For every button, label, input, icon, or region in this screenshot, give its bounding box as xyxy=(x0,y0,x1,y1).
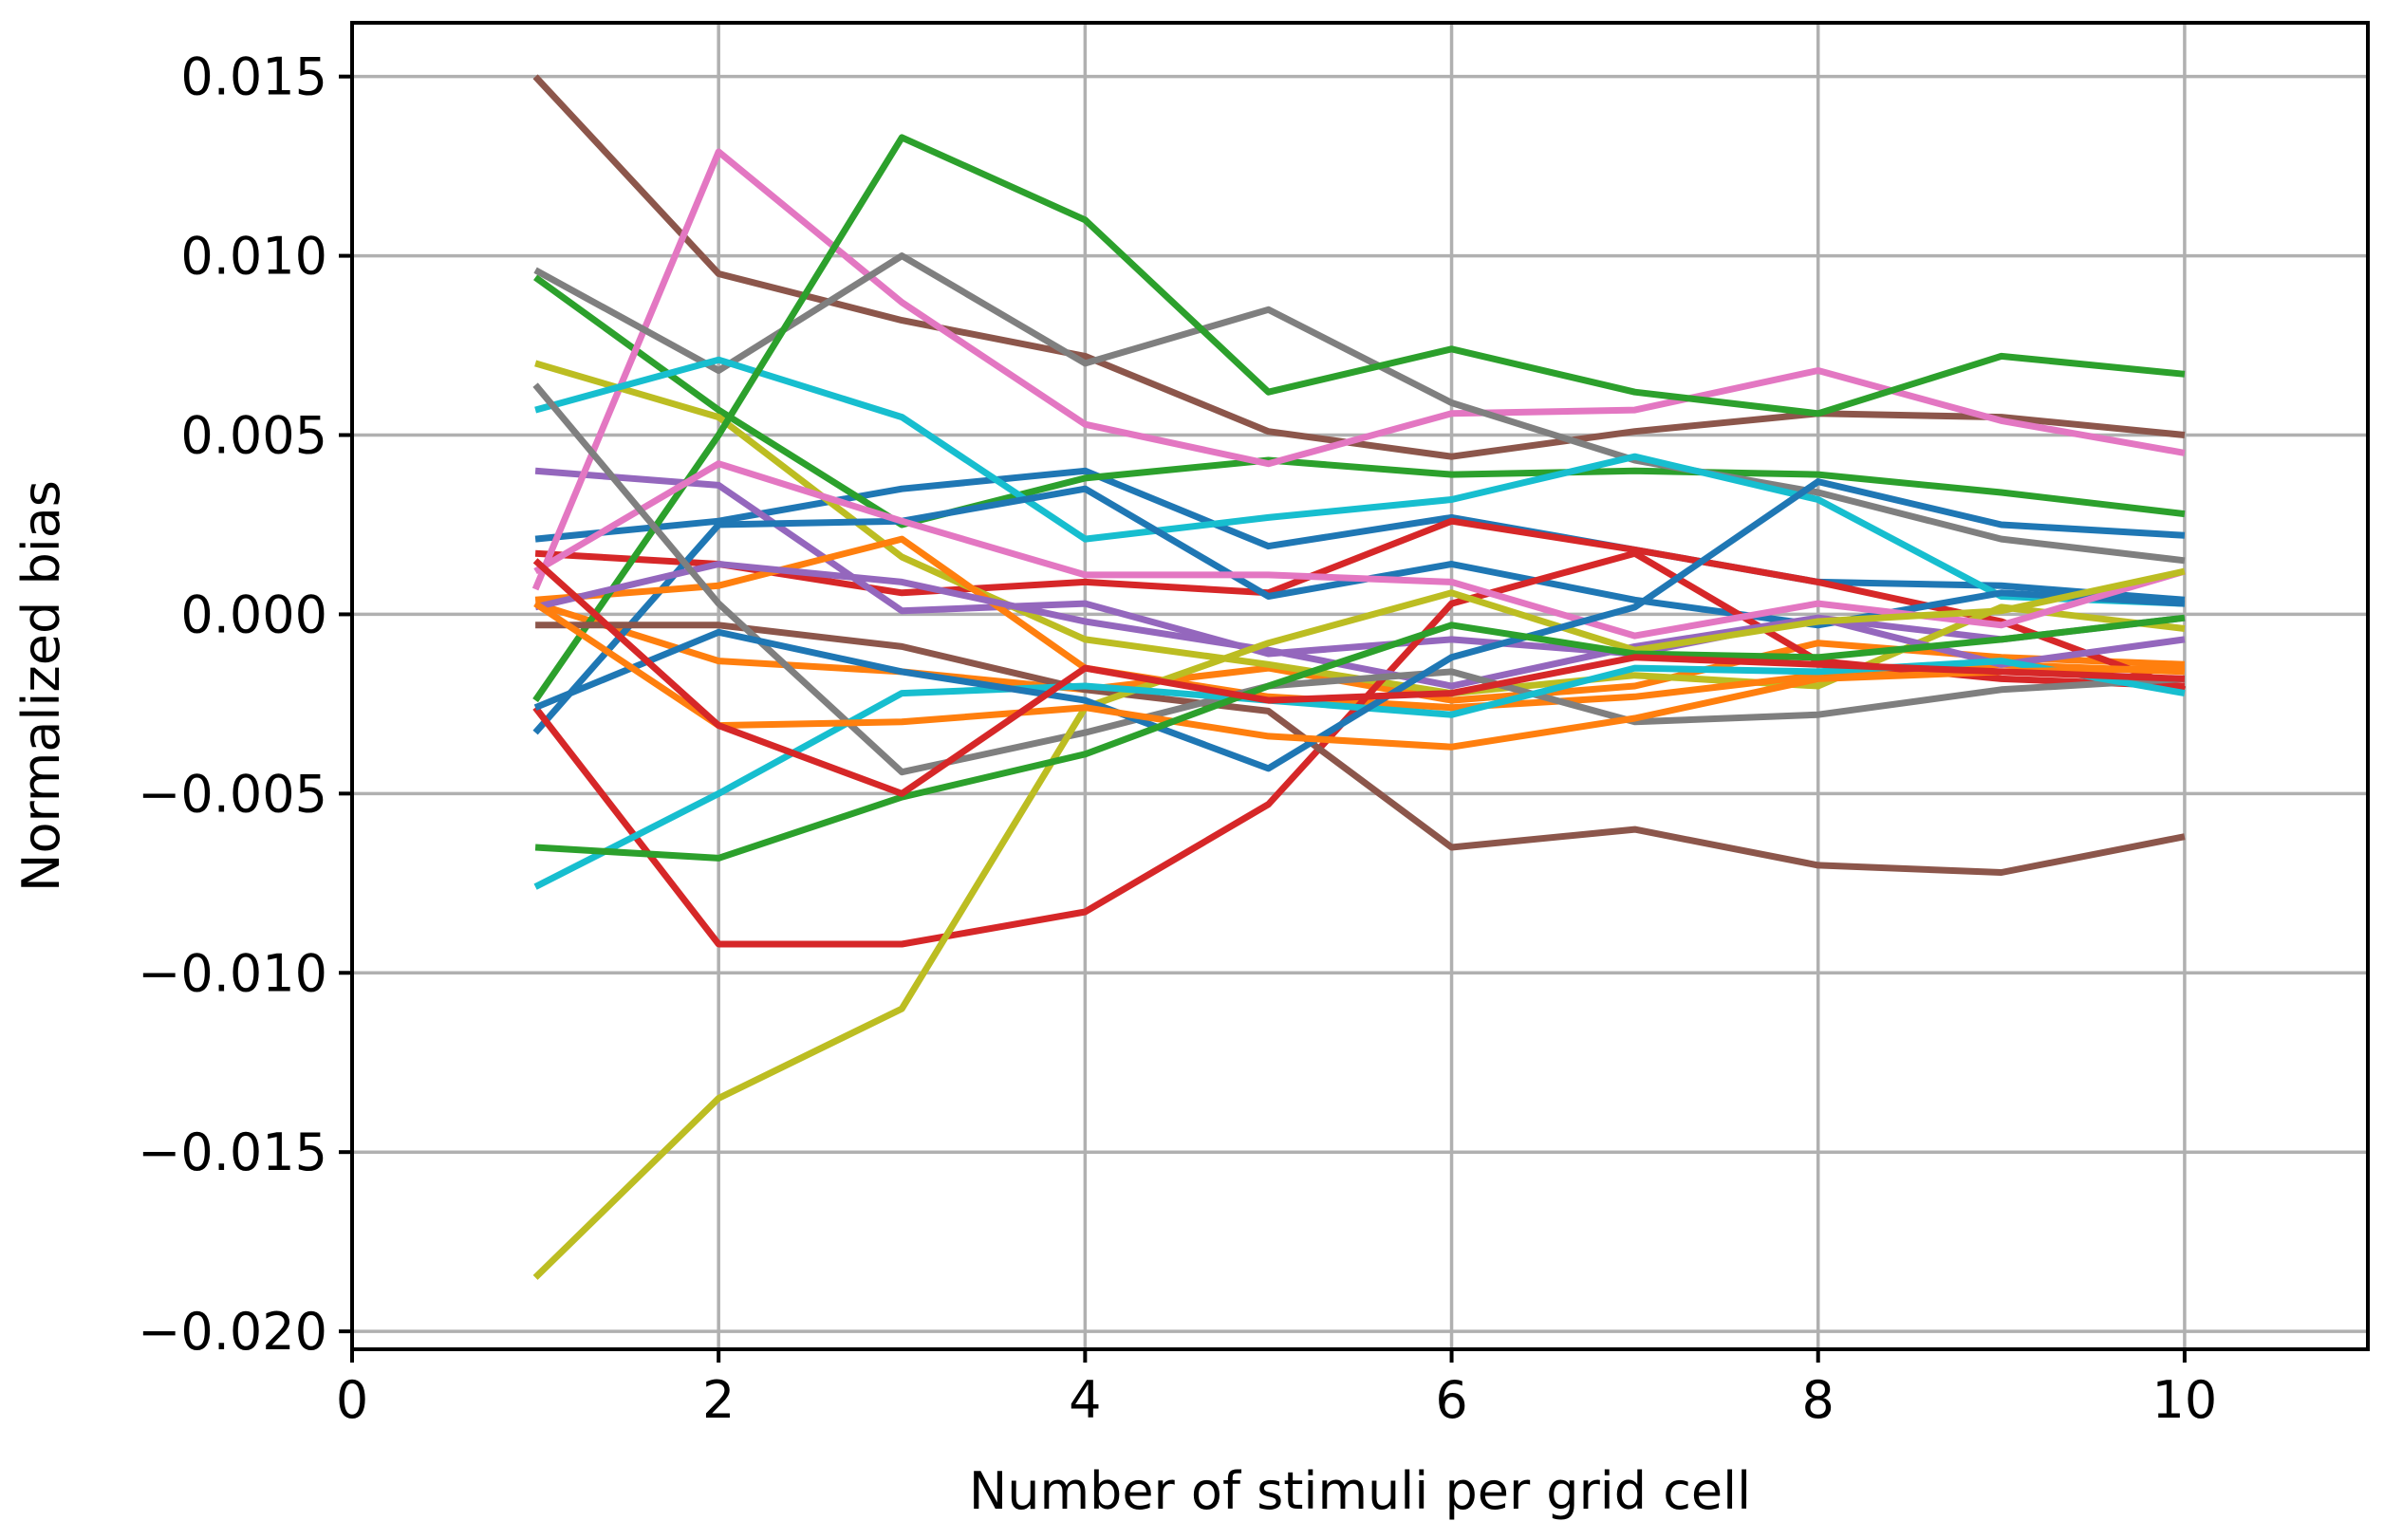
x-axis-ticks: 0 2 4 6 8 10 xyxy=(336,1349,2217,1430)
series-line-7 xyxy=(531,148,2186,591)
y-tick-label: 0.015 xyxy=(180,47,327,107)
x-tick-label: 2 xyxy=(702,1370,735,1430)
series-line-5 xyxy=(534,467,2186,658)
x-axis-label: Number of stimuli per grid cell xyxy=(969,1461,1751,1521)
y-tick-label: 0.000 xyxy=(180,584,327,644)
x-tick-label: 0 xyxy=(336,1370,368,1430)
series-line-21 xyxy=(533,478,2186,772)
series-line-3 xyxy=(533,274,2186,529)
series-line-4 xyxy=(534,517,2187,694)
y-tick-label: −0.010 xyxy=(138,943,327,1003)
y-tick-label: 0.010 xyxy=(180,227,327,287)
series-line-10 xyxy=(534,356,2186,607)
series-line-1 xyxy=(534,467,2186,603)
series-line-22 xyxy=(533,601,2185,751)
y-tick-label: −0.015 xyxy=(138,1123,327,1182)
plot-area xyxy=(531,74,2187,1280)
series-line-13 xyxy=(532,134,2186,703)
series-line-19 xyxy=(532,567,2186,1280)
y-tick-label: −0.020 xyxy=(138,1302,327,1362)
series-line-24 xyxy=(532,558,2186,797)
series-line-6 xyxy=(532,74,2186,460)
series-line-15 xyxy=(534,561,2186,690)
x-tick-label: 4 xyxy=(1069,1370,1101,1430)
x-tick-label: 6 xyxy=(1435,1370,1467,1430)
series-line-23 xyxy=(534,614,2186,862)
y-tick-label: 0.005 xyxy=(180,406,327,466)
series-line-8 xyxy=(533,252,2186,565)
series-line-18 xyxy=(532,382,2186,776)
x-tick-label: 10 xyxy=(2152,1370,2218,1430)
y-axis-label: Normalized bias xyxy=(11,480,71,892)
y-tick-label: −0.005 xyxy=(138,764,327,824)
series-line-16 xyxy=(535,622,2186,876)
y-axis-ticks: −0.020 −0.015 −0.010 −0.005 0.000 0.005 0.010 0… xyxy=(138,47,352,1362)
x-tick-label: 8 xyxy=(1802,1370,1835,1430)
axes-frame xyxy=(350,21,2370,1351)
